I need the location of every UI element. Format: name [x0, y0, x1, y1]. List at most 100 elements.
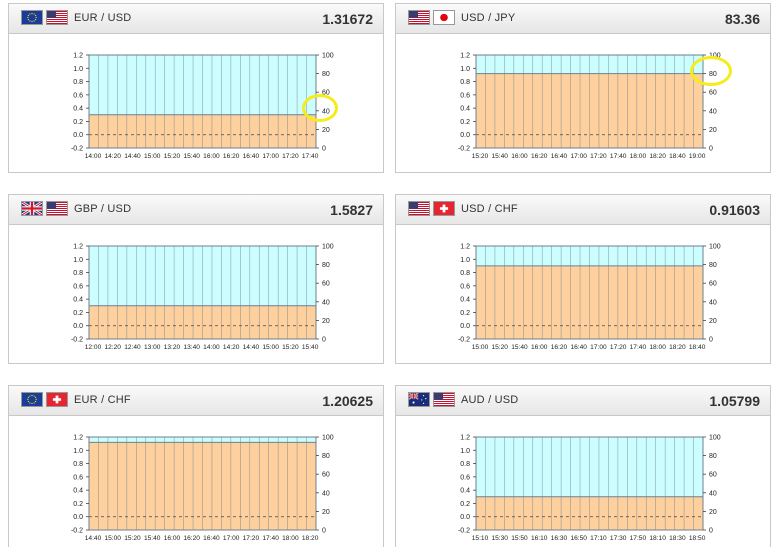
currency-panel-aud-usd[interactable]: AUD / USD 1.05799 1.2 1.0 0.8 0.6 0.4 0.2 0.0 -… — [395, 385, 771, 547]
chart-x-tick-label: 18:40 — [669, 153, 686, 160]
exchange-rate-value: 0.91603 — [709, 202, 760, 218]
us-flag-icon — [408, 10, 430, 25]
chart-right-tick-label: 40 — [322, 299, 330, 306]
chart-left-tick-label: 1.2 — [460, 435, 470, 442]
chart-x-tick-label: 17:00 — [570, 153, 587, 160]
panel-header: EUR / USD 1.31672 — [9, 4, 383, 34]
chart-left-tick-label: 0.2 — [460, 310, 470, 317]
currency-panel-usd-chf[interactable]: USD / CHF 0.91603 1.2 1.0 0.8 0.6 0.4 0.2 0.0 -… — [395, 194, 771, 364]
chart-x-tick-label: 18:20 — [649, 153, 666, 160]
rate-chart: 1.21.00.80.60.40.20.0-0.210080604020014:… — [71, 53, 334, 161]
chart-right-tick-label: 0 — [709, 337, 713, 344]
currency-panel-gbp-usd[interactable]: GBP / USD 1.5827 1.2 1.0 0.8 0.6 0.4 0.2 0.0 -0… — [8, 194, 384, 364]
chart-x-tick-label: 16:10 — [531, 535, 548, 542]
rate-chart: 1.2 1.0 0.8 0.6 0.4 0.2 0.0 -0.2 100 80 60 40 20 0 12:… — [71, 244, 334, 352]
chart-x-tick-label: 15:20 — [282, 344, 299, 351]
chart-left-tick-label: 0.6 — [73, 283, 83, 290]
currency-pair-label: USD / CHF — [461, 203, 518, 215]
chart-x-tick-label: 18:50 — [689, 535, 706, 542]
chart-left-tick-label: 1.2 — [460, 244, 470, 251]
chart-left-tick-label: 1.0 — [460, 257, 470, 264]
chart-x-tick-label: 12:40 — [124, 344, 141, 351]
jp-flag-icon — [433, 10, 455, 25]
chart-x-tick-label: 17:00 — [262, 153, 279, 160]
chart-left-tick-label: 0.8 — [73, 79, 83, 86]
chart-right-tick-label: 80 — [709, 262, 717, 269]
eu-flag-icon — [21, 392, 43, 407]
highlight-circle-40 — [302, 94, 338, 122]
chart-left-tick-label: 0.8 — [73, 270, 83, 277]
chart-left-tick-label: 1.2 — [73, 435, 83, 442]
chart-x-tick-label: 17:00 — [590, 344, 607, 351]
chart-x-tick-label: 16:00 — [164, 535, 181, 542]
chart-left-tick-label: 0.6 — [460, 474, 470, 481]
chart-x-tick-label: 14:40 — [85, 535, 102, 542]
chart-right-tick-label: 80 — [709, 453, 717, 460]
ch-flag-icon — [46, 392, 68, 407]
chart-left-tick-label: 0.0 — [460, 132, 470, 139]
chart-x-tick-label: 15:20 — [124, 535, 141, 542]
chart-x-tick-label: 15:20 — [164, 153, 181, 160]
chart-x-tick-label: 18:00 — [630, 153, 647, 160]
chart-x-tick-label: 15:50 — [511, 535, 528, 542]
chart-frame — [88, 436, 317, 531]
chart-x-tick-label: 17:40 — [262, 535, 279, 542]
chart-frame — [475, 245, 704, 340]
chart-left-tick-label: 1.0 — [460, 448, 470, 455]
chart-left-tick-label: 0.4 — [460, 297, 470, 304]
panel-header: AUD / USD 1.05799 — [396, 386, 770, 416]
chart-x-tick-label: 15:20 — [472, 153, 489, 160]
chart-right-tick-label: 60 — [322, 281, 330, 288]
chart-right-tick-label: 40 — [709, 490, 717, 497]
chart-x-tick-label: 15:00 — [472, 344, 489, 351]
chart-x-tick-label: 16:40 — [570, 344, 587, 351]
chart-x-tick-label: 12:00 — [85, 344, 102, 351]
chart-right-tick-label: 20 — [322, 318, 330, 325]
chart-x-tick-label: 12:20 — [104, 344, 121, 351]
chart-left-tick-label: 0.4 — [460, 488, 470, 495]
chart-x-tick-label: 13:40 — [183, 344, 200, 351]
chart-right-tick-label: 100 — [709, 435, 721, 442]
chart-left-tick-label: 0.6 — [460, 283, 470, 290]
chart-right-tick-label: 0 — [322, 146, 326, 153]
currency-panel-usd-jpy[interactable]: USD / JPY 83.36 1.2 1.0 0.8 0.6 0.4 0.2 0.0 -0.… — [395, 3, 771, 173]
chart-x-tick-label: 15:40 — [144, 535, 161, 542]
chart-left-tick-label: 0.6 — [460, 92, 470, 99]
chart-left-tick-label: 1.0 — [73, 257, 83, 264]
us-flag-icon — [46, 10, 68, 25]
chart-left-tick-label: 0.0 — [73, 132, 83, 139]
chart-right-tick-label: 0 — [322, 528, 326, 535]
chart-x-tick-label: 15:10 — [472, 535, 489, 542]
chart-x-tick-label: 16:20 — [531, 153, 548, 160]
chart-right-tick-label: 100 — [322, 244, 334, 251]
chart-x-tick-label: 17:50 — [630, 535, 647, 542]
chart-x-tick-label: 18:20 — [302, 535, 319, 542]
chart-x-tick-label: 14:40 — [243, 344, 260, 351]
chart-x-tick-label: 16:50 — [570, 535, 587, 542]
chart-x-tick-label: 15:30 — [491, 535, 508, 542]
chart-left-tick-label: -0.2 — [458, 337, 470, 344]
chart-left-tick-label: 1.0 — [460, 66, 470, 73]
chart-left-tick-label: 1.2 — [73, 53, 83, 60]
chart-right-tick-label: 80 — [322, 71, 330, 78]
chart-frame — [475, 54, 704, 149]
currency-panel-eur-chf[interactable]: EUR / CHF 1.20625 1.2 1.0 0.8 0.6 0.4 0.2 0.0 -… — [8, 385, 384, 547]
exchange-rate-value: 1.5827 — [330, 202, 373, 218]
currency-pair-label: AUD / USD — [461, 394, 519, 406]
chart-left-tick-label: 0.2 — [73, 310, 83, 317]
panel-header: USD / JPY 83.36 — [396, 4, 770, 34]
chart-right-tick-label: 0 — [322, 337, 326, 344]
chart-right-tick-label: 60 — [709, 472, 717, 479]
chart-x-tick-label: 16:20 — [223, 153, 240, 160]
chart-right-tick-label: 80 — [322, 262, 330, 269]
currency-panel-eur-usd[interactable]: EUR / USD 1.31672 1.2 1.0 0.8 0.6 0.4 0.2 0.0 -… — [8, 3, 384, 173]
chart-x-tick-label: 14:20 — [223, 344, 240, 351]
chart-right-tick-label: 0 — [709, 528, 713, 535]
exchange-rate-value: 1.31672 — [322, 11, 373, 27]
chart-x-tick-label: 17:20 — [282, 153, 299, 160]
chart-left-tick-label: 0.8 — [460, 461, 470, 468]
chart-right-tick-label: 0 — [709, 146, 713, 153]
rate-chart: 1.2 1.0 0.8 0.6 0.4 0.2 0.0 -0.2 100 80 60 40 20 0 15:… — [458, 244, 721, 352]
chart-left-tick-label: -0.2 — [71, 528, 83, 535]
chart-left-tick-label: 0.6 — [73, 474, 83, 481]
